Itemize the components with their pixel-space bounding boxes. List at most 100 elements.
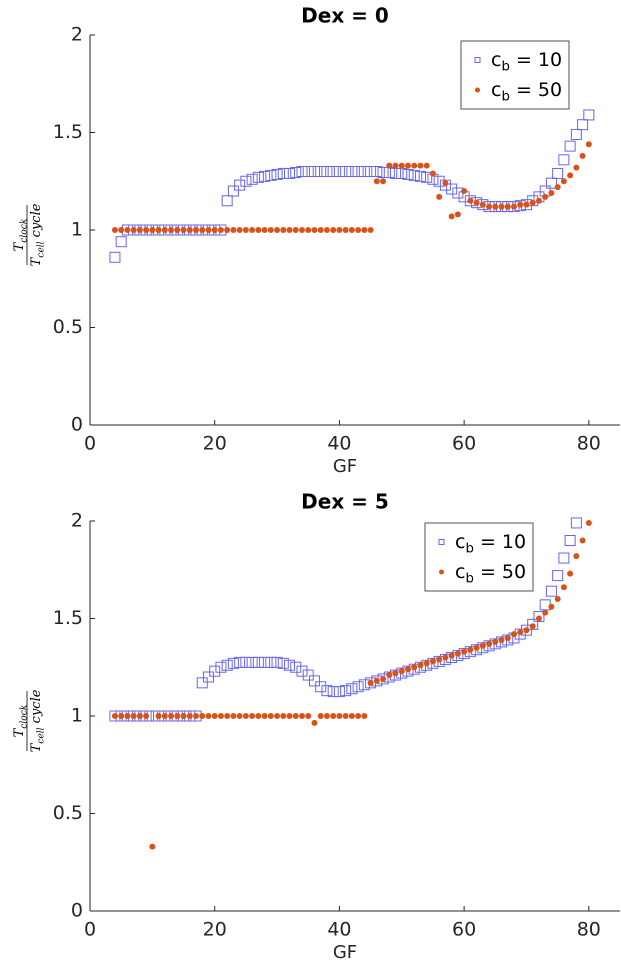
square-marker	[315, 681, 327, 693]
dot-marker	[398, 668, 405, 675]
y-tick-label: 1	[71, 219, 83, 241]
y-label-denominator: Tcell cycle	[29, 689, 47, 752]
dot-marker	[217, 713, 224, 719]
dot-marker	[398, 162, 405, 169]
dot-marker	[392, 162, 399, 169]
square-marker	[333, 166, 345, 177]
square-marker	[265, 656, 277, 668]
chart-title: Dex = 0	[301, 4, 389, 28]
square-marker	[290, 661, 302, 673]
dot-marker	[280, 713, 287, 719]
square-marker	[265, 169, 277, 181]
dot-marker	[548, 189, 555, 196]
dot-marker	[217, 227, 224, 233]
y-tick-label: 2	[71, 510, 83, 532]
x-tick-label: 60	[452, 919, 476, 941]
legend-label: cb = 10	[455, 531, 526, 557]
dot-marker	[517, 629, 524, 636]
x-axis-label: GF	[333, 942, 357, 963]
square-marker	[390, 167, 402, 179]
dot-marker	[193, 713, 199, 719]
chart-title: Dex = 5	[301, 490, 389, 514]
dot-marker	[155, 227, 162, 233]
dot-marker	[535, 197, 542, 204]
y-label-numerator: Tclock	[12, 219, 30, 252]
dot-marker	[479, 642, 486, 649]
square-marker	[302, 166, 314, 177]
dot-marker	[386, 672, 393, 679]
dot-marker	[236, 227, 243, 233]
dot-marker	[542, 193, 549, 200]
dot-marker	[149, 843, 156, 850]
dot-marker	[529, 623, 536, 630]
dot-marker	[342, 713, 349, 719]
y-tick-label: 1.5	[53, 607, 83, 629]
square-marker	[271, 168, 283, 180]
dot-marker	[554, 596, 561, 602]
x-tick-label: 40	[327, 919, 351, 941]
square-marker	[583, 109, 595, 121]
square-marker	[446, 183, 458, 195]
square-marker	[246, 173, 258, 185]
dot-marker	[542, 609, 549, 616]
dot-marker	[118, 227, 125, 233]
square-marker	[452, 187, 464, 199]
dot-marker	[567, 570, 574, 577]
square-marker	[215, 661, 227, 673]
square-marker	[327, 166, 339, 177]
square-marker	[234, 656, 246, 668]
dot-marker	[168, 713, 175, 719]
dot-marker	[267, 713, 274, 719]
square-marker	[221, 195, 233, 207]
square-marker	[408, 169, 420, 181]
dot-marker	[286, 713, 293, 719]
square-marker	[234, 179, 246, 191]
dot-marker	[498, 203, 505, 210]
square-marker	[365, 166, 377, 177]
dot-marker	[242, 227, 249, 233]
y-tick-label: 0	[71, 900, 83, 922]
dot-marker	[511, 631, 517, 638]
square-marker	[277, 657, 289, 669]
dot-marker	[504, 635, 511, 641]
dot-marker	[429, 170, 436, 177]
square-marker	[333, 686, 345, 698]
square-marker	[327, 686, 339, 698]
y-label-denominator: Tcell cycle	[29, 203, 47, 266]
square-marker	[358, 166, 370, 177]
legend-marker	[439, 569, 444, 575]
dot-marker	[461, 648, 468, 655]
square-marker	[227, 657, 239, 669]
legend-label: cb = 50	[455, 561, 526, 587]
dot-marker	[255, 713, 262, 719]
square-marker	[552, 167, 564, 179]
dot-marker	[255, 227, 262, 233]
dot-marker	[299, 713, 305, 719]
dot-marker	[130, 713, 137, 719]
dot-marker	[448, 213, 455, 220]
square-marker	[439, 179, 451, 191]
dot-marker	[111, 713, 118, 719]
dot-marker	[529, 199, 536, 206]
dot-marker	[461, 188, 468, 194]
dot-marker	[180, 713, 187, 719]
dot-marker	[336, 227, 343, 233]
square-marker	[558, 552, 570, 564]
dot-marker	[111, 227, 118, 233]
dot-marker	[292, 227, 299, 233]
square-marker	[570, 128, 582, 140]
square-marker	[284, 167, 296, 179]
dot-marker	[423, 162, 430, 169]
dot-marker	[411, 162, 418, 169]
dot-marker	[193, 227, 199, 233]
square-marker	[545, 585, 557, 597]
square-marker	[296, 166, 308, 177]
dot-marker	[411, 664, 418, 671]
dot-marker	[492, 638, 499, 645]
dot-marker	[423, 660, 430, 667]
dot-marker	[436, 656, 443, 663]
square-marker	[340, 166, 352, 177]
x-tick-label: 80	[577, 919, 601, 941]
square-marker	[570, 517, 582, 529]
dot-marker	[517, 201, 524, 208]
